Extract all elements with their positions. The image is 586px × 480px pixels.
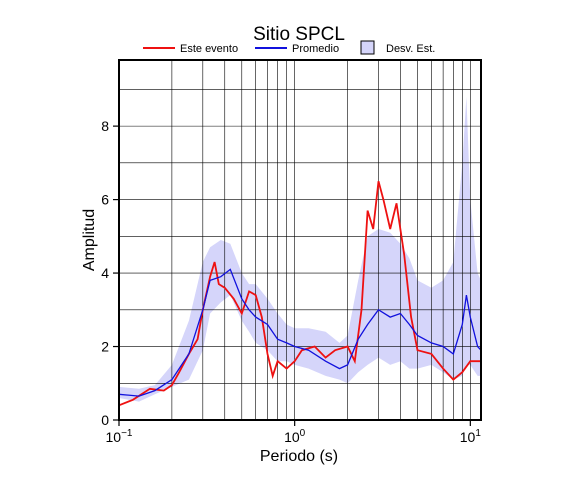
series-line: [118, 268, 482, 397]
plot-area: [118, 59, 482, 421]
x-tick-label: 100: [284, 428, 306, 445]
legend-swatch: [360, 40, 375, 55]
x-tick-label: 10−1: [106, 428, 133, 445]
y-tick-label: 8: [101, 118, 109, 134]
y-tick-label: 6: [101, 192, 109, 208]
y-tick-label: 4: [101, 265, 109, 281]
legend-label: Desv. Est.: [386, 43, 435, 55]
x-tick-exponent: 1: [475, 428, 481, 439]
x-tick-label: 101: [460, 428, 482, 445]
x-axis-label: Periodo (s): [260, 448, 338, 465]
x-tick-base: 10: [106, 429, 122, 445]
y-tick-label: 2: [101, 339, 109, 355]
x-tick-base: 10: [284, 429, 300, 445]
std-band: [119, 96, 481, 402]
x-tick-base: 10: [460, 429, 476, 445]
x-tick-exponent: 0: [300, 428, 306, 439]
legend: Este evento Promedio Desv. Est.: [143, 40, 435, 55]
y-tick-label: 0: [101, 412, 109, 428]
x-tick-exponent: −1: [121, 428, 133, 439]
plot-frame: [118, 59, 482, 421]
chart-title: Sitio SPCL: [253, 24, 345, 45]
series-line: [118, 180, 481, 407]
y-axis-label: Amplitud: [81, 209, 98, 271]
legend-label: Este evento: [180, 43, 238, 55]
legend-label: Promedio: [292, 43, 339, 55]
